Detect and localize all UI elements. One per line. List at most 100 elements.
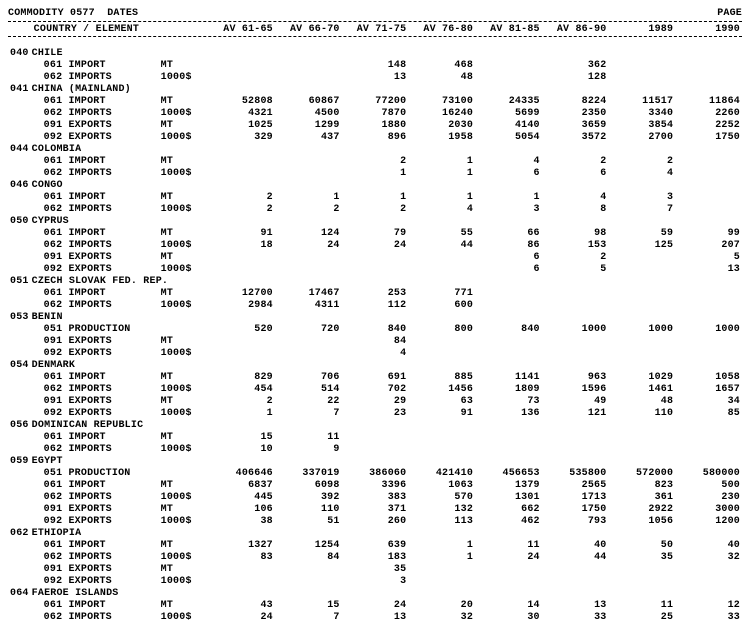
element-unit: 1000$ [159,444,209,456]
value-cell: 1 [408,552,475,564]
value-cell: 535800 [542,468,609,480]
value-cell [275,264,342,276]
value-cell [342,252,409,264]
value-cell: 98 [542,228,609,240]
value-cell: 84 [275,552,342,564]
country-code: 050 [8,216,32,228]
element-label: 062 IMPORTS [32,204,159,216]
element-unit: MT [159,156,209,168]
value-cell: 132 [408,504,475,516]
value-cell: 2030 [408,120,475,132]
value-cell: 8 [542,204,609,216]
value-cell: 23 [342,408,409,420]
value-cell [275,564,342,576]
value-cell: 2 [208,192,275,204]
value-cell: 85 [675,408,742,420]
value-cell: 112 [342,300,409,312]
value-cell: 1299 [275,120,342,132]
element-unit: 1000$ [159,168,209,180]
element-label: 092 EXPORTS [32,348,159,360]
element-label: 091 EXPORTS [32,336,159,348]
value-cell [608,564,675,576]
value-cell: 91 [408,408,475,420]
value-cell: 500 [675,480,742,492]
element-row: 091 EXPORTSMT102512991880203041403659385… [8,120,742,132]
element-row: 061 IMPORTMT1270017467253771 [8,288,742,300]
value-cell [608,432,675,444]
value-cell: 392 [275,492,342,504]
element-row: 062 IMPORTS1000$445392383570130117133612… [8,492,742,504]
value-cell: 829 [208,372,275,384]
value-cell [275,60,342,72]
value-cell: 362 [542,60,609,72]
country-row: 054DENMARK [8,360,742,372]
element-unit: 1000$ [159,384,209,396]
value-cell: 32 [675,552,742,564]
value-cell: 337019 [275,468,342,480]
element-unit: MT [159,192,209,204]
element-label: 091 EXPORTS [32,120,159,132]
value-cell [542,444,609,456]
value-cell: 3572 [542,132,609,144]
value-cell: 13 [675,264,742,276]
value-cell: 124 [275,228,342,240]
value-cell: 106 [208,504,275,516]
value-cell: 1200 [675,516,742,528]
country-code: 051 [8,276,32,288]
element-label: 091 EXPORTS [32,396,159,408]
country-name: DENMARK [32,360,742,372]
value-cell: 12 [675,600,742,612]
element-row: 061 IMPORTMT4315242014131112 [8,600,742,612]
element-unit: 1000$ [159,108,209,120]
value-cell [675,72,742,84]
value-cell [475,336,542,348]
value-cell: 13 [542,600,609,612]
element-label: 062 IMPORTS [32,612,159,624]
element-row: 092 EXPORTS1000$385126011346279310561200 [8,516,742,528]
value-cell: 60867 [275,96,342,108]
value-cell: 840 [342,324,409,336]
value-cell [408,576,475,588]
element-unit: 1000$ [159,72,209,84]
element-unit: MT [159,480,209,492]
value-cell: 11 [608,600,675,612]
value-cell: 468 [408,60,475,72]
element-row: 061 IMPORTMT21422 [8,156,742,168]
value-cell: 253 [342,288,409,300]
value-cell: 18 [208,240,275,252]
col-country: COUNTRY / ELEMENT [32,24,159,36]
value-cell [408,264,475,276]
value-cell [475,576,542,588]
value-cell: 84 [342,336,409,348]
value-cell: 35 [608,552,675,564]
element-unit: 1000$ [159,612,209,624]
element-label: 062 IMPORTS [32,552,159,564]
value-cell [675,156,742,168]
value-cell: 361 [608,492,675,504]
col-h: AV 86-90 [542,24,609,36]
value-cell: 110 [608,408,675,420]
value-cell [675,60,742,72]
value-cell: 16240 [408,108,475,120]
title-left: COMMODITY 0577 DATES [8,8,138,19]
value-cell: 2260 [675,108,742,120]
element-unit: MT [159,228,209,240]
country-name: ETHIOPIA [32,528,742,540]
value-cell: 48 [608,396,675,408]
value-cell: 1750 [675,132,742,144]
element-unit: 1000$ [159,576,209,588]
col-h: AV 76-80 [408,24,475,36]
country-row: 062ETHIOPIA [8,528,742,540]
value-cell: 1 [275,192,342,204]
value-cell: 48 [408,72,475,84]
element-label: 051 PRODUCTION [32,324,159,336]
value-cell: 2700 [608,132,675,144]
element-label: 062 IMPORTS [32,240,159,252]
value-cell: 43 [208,600,275,612]
element-unit: 1000$ [159,204,209,216]
element-row: 092 EXPORTS1000$17239113612111085 [8,408,742,420]
element-unit: MT [159,504,209,516]
element-row: 092 EXPORTS1000$3 [8,576,742,588]
country-name: BENIN [32,312,742,324]
value-cell: 33 [675,612,742,624]
